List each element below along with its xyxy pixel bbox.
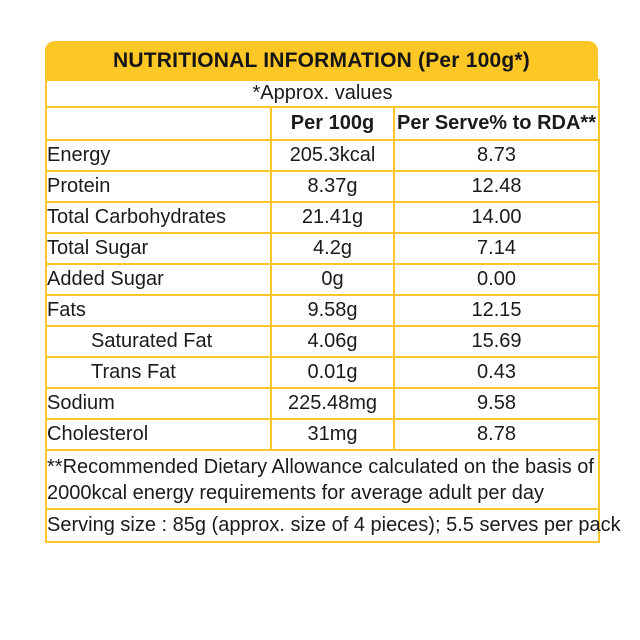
nutrition-rows: Energy 205.3kcal 8.73 Protein 8.37g 12.48 Tota… <box>45 139 600 451</box>
rda-value: 8.73 <box>393 139 600 172</box>
column-header-per-100g: Per 100g <box>270 106 395 141</box>
per-100g-value: 9.58g <box>270 294 395 327</box>
approx-values-row: *Approx. values <box>45 79 600 108</box>
column-header-empty <box>45 106 272 141</box>
table-row: Energy 205.3kcal 8.73 <box>45 139 600 172</box>
per-100g-value: 31mg <box>270 418 395 451</box>
table-row: Fats 9.58g 12.15 <box>45 294 600 327</box>
nutrient-label: Protein <box>45 170 272 203</box>
nutrient-label: Trans Fat <box>45 356 272 389</box>
nutrient-label: Sodium <box>45 387 272 420</box>
rda-value: 8.78 <box>393 418 600 451</box>
card-title: NUTRITIONAL INFORMATION (Per 100g*) <box>113 49 530 72</box>
table-row: Cholesterol 31mg 8.78 <box>45 418 600 451</box>
table-row: Total Carbohydrates 21.41g 14.00 <box>45 201 600 234</box>
column-header-rda: Per Serve% to RDA** <box>393 106 600 141</box>
rda-value: 9.58 <box>393 387 600 420</box>
rda-value: 15.69 <box>393 325 600 358</box>
column-header-row: Per 100g Per Serve% to RDA** <box>45 106 600 141</box>
per-100g-value: 4.06g <box>270 325 395 358</box>
rda-note: **Recommended Dietary Allowance calculat… <box>45 449 600 510</box>
rda-note-row: **Recommended Dietary Allowance calculat… <box>45 449 600 510</box>
approx-values-note: *Approx. values <box>45 79 600 108</box>
table-row: Added Sugar 0g 0.00 <box>45 263 600 296</box>
rda-value: 0.00 <box>393 263 600 296</box>
rda-value: 12.15 <box>393 294 600 327</box>
per-100g-value: 0g <box>270 263 395 296</box>
serving-size-note: Serving size : 85g (approx. size of 4 pi… <box>45 508 621 543</box>
table-row: Sodium 225.48mg 9.58 <box>45 387 600 420</box>
per-100g-value: 225.48mg <box>270 387 395 420</box>
per-100g-value: 4.2g <box>270 232 395 265</box>
nutrient-label: Energy <box>45 139 272 172</box>
per-100g-value: 205.3kcal <box>270 139 395 172</box>
per-100g-value: 21.41g <box>270 201 395 234</box>
nutrient-label: Saturated Fat <box>45 325 272 358</box>
nutrient-label: Added Sugar <box>45 263 272 296</box>
per-100g-value: 0.01g <box>270 356 395 389</box>
table-row: Total Sugar 4.2g 7.14 <box>45 232 600 265</box>
table-row: Saturated Fat 4.06g 15.69 <box>45 325 600 358</box>
card-header: NUTRITIONAL INFORMATION (Per 100g*) <box>45 41 598 79</box>
nutrient-label: Fats <box>45 294 272 327</box>
nutrition-table: *Approx. values Per 100g Per Serve% to R… <box>45 79 621 543</box>
nutrient-label: Total Carbohydrates <box>45 201 272 234</box>
per-100g-value: 8.37g <box>270 170 395 203</box>
rda-value: 0.43 <box>393 356 600 389</box>
rda-value: 7.14 <box>393 232 600 265</box>
nutrition-facts-card: NUTRITIONAL INFORMATION (Per 100g*) *App… <box>45 41 621 543</box>
rda-value: 12.48 <box>393 170 600 203</box>
rda-value: 14.00 <box>393 201 600 234</box>
table-row: Protein 8.37g 12.48 <box>45 170 600 203</box>
serving-size-row: Serving size : 85g (approx. size of 4 pi… <box>45 508 621 543</box>
nutrient-label: Total Sugar <box>45 232 272 265</box>
table-row: Trans Fat 0.01g 0.43 <box>45 356 600 389</box>
nutrient-label: Cholesterol <box>45 418 272 451</box>
